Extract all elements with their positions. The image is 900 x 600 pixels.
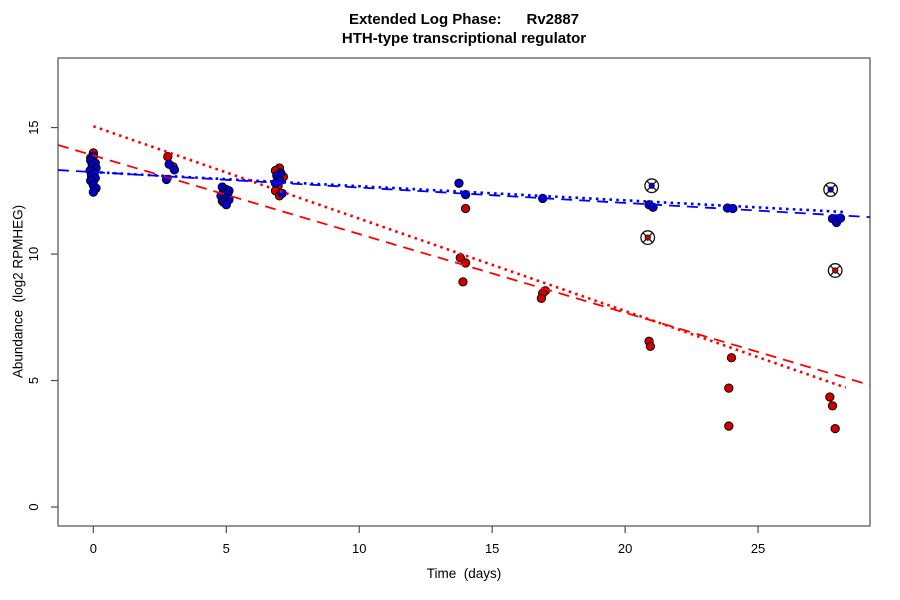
y-tick-label: 15 (26, 120, 41, 134)
blue-condition-points-point (169, 165, 180, 175)
blue-flagged-outliers-circle (644, 178, 660, 194)
x-axis-label: Time (days) (426, 566, 502, 581)
red-condition-points-point (645, 341, 656, 352)
x-tick-label: 0 (90, 541, 97, 556)
x-tick-label: 25 (751, 541, 765, 556)
blue-condition-points-point (221, 200, 231, 210)
x-tick-label: 15 (485, 541, 499, 556)
red-condition-points-point (724, 383, 734, 393)
red-condition-points-point (458, 277, 468, 287)
red-condition-points-point (827, 401, 838, 411)
red-condition-points-point (724, 421, 734, 431)
plot-frame (57, 57, 871, 527)
red-flagged-outliers-point (644, 234, 651, 241)
blue-flagged-outliers-point (827, 186, 834, 193)
red-flagged-outliers-point (832, 267, 839, 274)
blue-condition-points-point (164, 159, 174, 169)
blue-dashed-fit (57, 169, 871, 219)
blue-flagged-outliers-circle (823, 182, 839, 197)
red-condition-points-point (830, 423, 840, 434)
red-condition-points-point (460, 203, 471, 214)
red-flagged-outliers-circle (640, 230, 656, 246)
blue-flagged-outliers-point (648, 182, 655, 189)
x-tick-label: 10 (352, 541, 366, 556)
blue-condition-points-point (88, 187, 99, 197)
blue-condition-points-point (454, 178, 464, 188)
red-condition-points-point (726, 353, 737, 363)
red-dashed-fit (57, 144, 871, 386)
x-tick-label: 5 (223, 541, 230, 556)
y-axis-label: Abundance (log2 RPMHEG) (10, 204, 26, 379)
red-condition-points-point (825, 392, 835, 402)
red-dotted-fit (92, 125, 847, 389)
red-flagged-outliers-circle (827, 263, 843, 278)
red-condition-points-point (536, 293, 547, 303)
y-tick-label: 0 (26, 503, 41, 510)
chart-title: Extended Log Phase: Rv2887 (348, 11, 580, 28)
y-tick-label: 5 (26, 377, 41, 384)
chart-subtitle: HTH-type transcriptional regulator (341, 30, 587, 47)
blue-dotted-fit (93, 170, 846, 214)
red-condition-points-point (460, 258, 471, 268)
x-tick-label: 20 (618, 541, 632, 556)
blue-condition-points-point (277, 188, 287, 198)
y-tick-label: 10 (26, 247, 41, 261)
